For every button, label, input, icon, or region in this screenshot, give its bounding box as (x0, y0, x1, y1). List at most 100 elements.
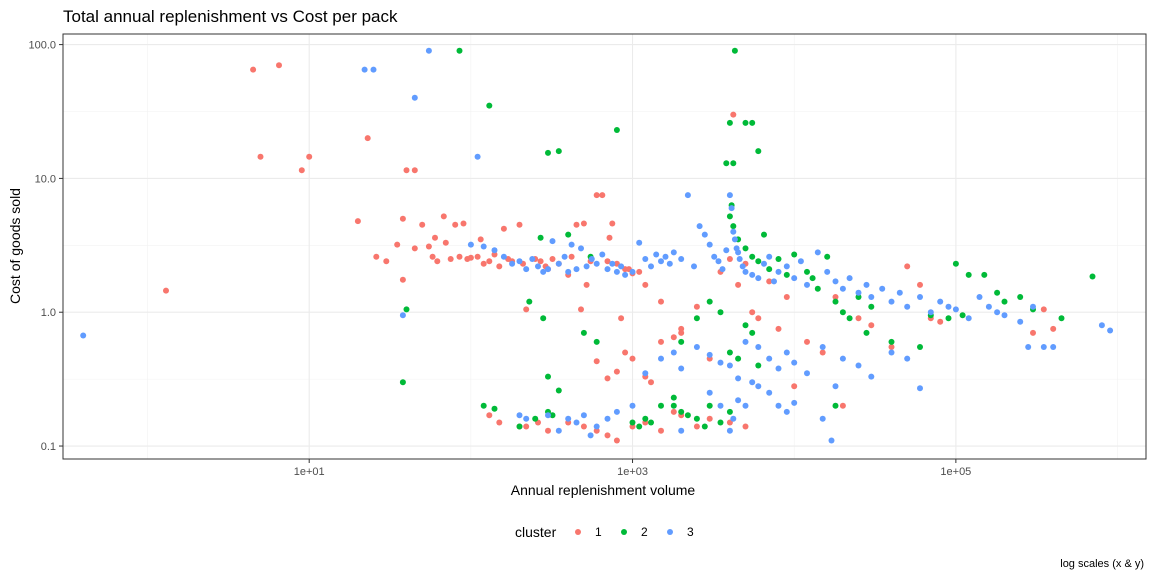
point-cluster-1 (568, 253, 575, 260)
point-cluster-1 (419, 221, 426, 228)
point-cluster-3 (791, 275, 798, 282)
point-cluster-3 (1050, 344, 1057, 350)
point-cluster-1 (642, 281, 649, 288)
point-cluster-1 (1040, 306, 1047, 313)
point-cluster-2 (399, 379, 406, 386)
point-cluster-3 (719, 266, 726, 273)
point-cluster-1 (403, 167, 410, 174)
point-cluster-2 (945, 315, 952, 322)
point-cluster-3 (523, 266, 530, 273)
point-cluster-2 (486, 102, 493, 109)
point-cluster-2 (809, 275, 816, 282)
point-cluster-2 (1089, 273, 1096, 280)
point-cluster-3 (728, 205, 735, 212)
point-cluster-2 (526, 298, 533, 305)
point-cluster-3 (726, 427, 733, 434)
point-cluster-1 (670, 334, 677, 341)
point-cluster-3 (658, 258, 664, 265)
point-cluster-1 (250, 66, 257, 73)
point-cluster-2 (670, 394, 677, 401)
point-cluster-3 (670, 349, 677, 356)
point-cluster-2 (537, 234, 544, 241)
point-cluster-1 (678, 329, 685, 336)
point-cluster-1 (480, 260, 487, 267)
point-cluster-1 (477, 236, 484, 243)
point-cluster-3 (662, 253, 669, 260)
point-cluster-2 (749, 329, 756, 336)
point-cluster-3 (797, 258, 804, 265)
point-cluster-3 (917, 385, 923, 392)
point-cluster-2 (755, 258, 762, 265)
point-cluster-2 (730, 160, 737, 167)
point-cluster-2 (555, 387, 562, 394)
point-cluster-3 (653, 251, 660, 258)
point-cluster-2 (775, 256, 782, 262)
point-cluster-2 (670, 402, 677, 409)
point-cluster-3 (540, 268, 547, 275)
point-cluster-2 (742, 322, 749, 329)
point-cluster-3 (670, 249, 677, 256)
point-cluster-3 (742, 338, 749, 345)
point-cluster-3 (648, 263, 654, 270)
point-cluster-3 (742, 268, 749, 275)
point-cluster-3 (819, 415, 826, 422)
point-cluster-3 (658, 355, 664, 362)
point-cluster-3 (749, 379, 756, 386)
point-cluster-1 (442, 239, 449, 246)
point-cluster-3 (474, 153, 481, 160)
y-tick-label: 1.0 (41, 307, 56, 319)
point-cluster-3 (804, 370, 810, 377)
point-cluster-2 (693, 315, 700, 322)
point-cluster-1 (1030, 329, 1036, 336)
point-cluster-3 (904, 303, 911, 310)
point-cluster-2 (726, 213, 733, 220)
point-cluster-3 (730, 415, 737, 422)
point-cluster-3 (736, 256, 743, 262)
point-cluster-2 (832, 298, 839, 305)
point-cluster-1 (855, 315, 862, 322)
point-cluster-2 (730, 223, 737, 230)
point-cluster-1 (364, 135, 371, 142)
point-cluster-1 (618, 315, 625, 322)
point-cluster-3 (791, 399, 798, 406)
point-cluster-1 (629, 355, 636, 362)
point-cluster-1 (832, 294, 839, 300)
x-tick-label: 1e+05 (940, 466, 971, 478)
point-cluster-2 (791, 251, 798, 258)
point-cluster-3 (599, 251, 606, 258)
point-cluster-2 (658, 402, 664, 409)
point-cluster-1 (593, 358, 600, 365)
point-cluster-2 (1058, 315, 1065, 322)
point-cluster-1 (888, 344, 895, 350)
point-cluster-3 (555, 260, 562, 267)
point-cluster-3 (1025, 344, 1032, 350)
point-cluster-3 (583, 263, 590, 270)
point-cluster-3 (735, 249, 742, 256)
point-cluster-3 (766, 389, 773, 396)
point-cluster-3 (717, 359, 724, 366)
legend-title: cluster (515, 524, 557, 540)
point-cluster-1 (766, 278, 773, 285)
point-cluster-3 (726, 362, 733, 369)
point-cluster-1 (580, 423, 587, 430)
point-cluster-3 (868, 373, 875, 380)
point-cluster-1 (306, 153, 313, 160)
point-cluster-3 (775, 402, 782, 409)
point-cluster-3 (828, 437, 835, 444)
point-cluster-3 (904, 355, 911, 362)
legend-label-2: 2 (641, 525, 648, 539)
legend-key-1 (575, 529, 581, 535)
point-cluster-3 (545, 266, 551, 273)
point-cluster-2 (532, 415, 539, 422)
point-cluster-1 (658, 298, 664, 305)
point-cluster-2 (755, 362, 762, 369)
point-cluster-3 (814, 249, 821, 256)
point-cluster-3 (399, 312, 406, 319)
point-cluster-1 (613, 368, 620, 375)
point-cluster-3 (952, 306, 959, 313)
point-cluster-2 (952, 260, 959, 267)
point-cluster-3 (1098, 322, 1105, 329)
point-cluster-1 (425, 243, 432, 250)
point-cluster-3 (361, 66, 368, 73)
point-cluster-3 (706, 241, 713, 248)
